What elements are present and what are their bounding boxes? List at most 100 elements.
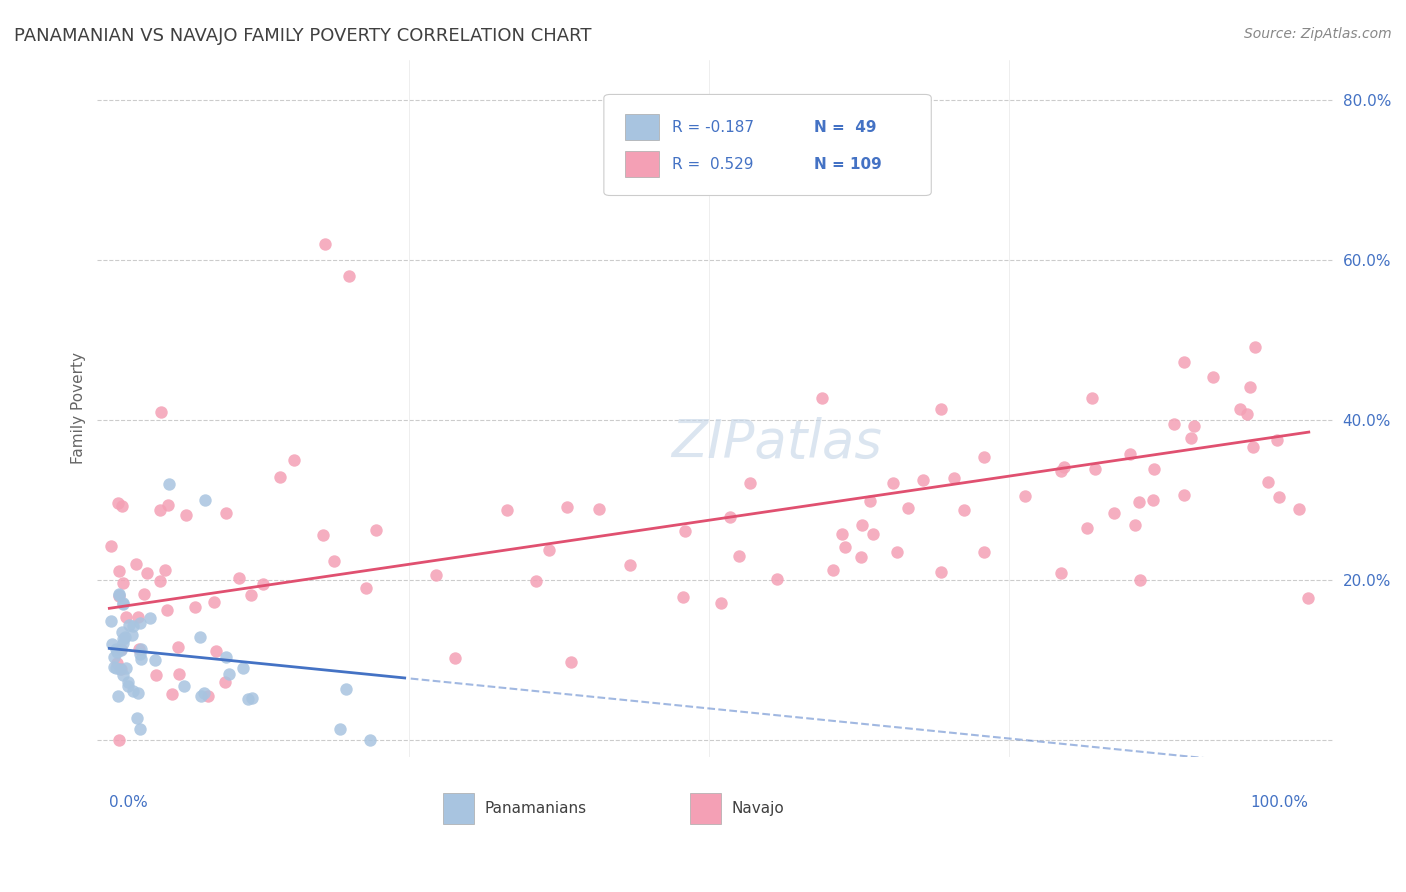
Bar: [690, 793, 721, 824]
Point: [359, 733, 381, 747]
Point: [354, 581, 377, 595]
Point: [111, 636, 134, 650]
Point: [103, 660, 125, 674]
Point: [188, 630, 211, 644]
Point: [823, 563, 845, 577]
Text: Panamanians: Panamanians: [484, 801, 586, 816]
Point: [1202, 370, 1225, 384]
Point: [117, 674, 139, 689]
Point: [149, 503, 172, 517]
Point: [166, 640, 188, 655]
Point: [314, 236, 336, 251]
Text: ZIPatlas: ZIPatlas: [672, 417, 883, 469]
Point: [117, 617, 139, 632]
Point: [149, 574, 172, 588]
Point: [214, 674, 236, 689]
Point: [105, 656, 128, 670]
Point: [107, 496, 129, 510]
Point: [108, 588, 131, 602]
Point: [929, 401, 952, 416]
Point: [1173, 355, 1195, 369]
Point: [672, 591, 695, 605]
Text: R = -0.187: R = -0.187: [672, 120, 754, 135]
Point: [1128, 495, 1150, 509]
Point: [1296, 591, 1319, 605]
Point: [176, 508, 198, 522]
Point: [111, 632, 134, 647]
Point: [110, 642, 132, 657]
Point: [943, 471, 966, 485]
Point: [145, 668, 167, 682]
Point: [1084, 462, 1107, 476]
Point: [100, 637, 122, 651]
Point: [218, 667, 240, 681]
Point: [1163, 417, 1185, 431]
Point: [108, 564, 131, 578]
Point: [560, 655, 582, 669]
Point: [104, 661, 127, 675]
Point: [425, 568, 447, 582]
Point: [337, 268, 360, 283]
Point: [1265, 433, 1288, 447]
Point: [1268, 490, 1291, 504]
Point: [444, 651, 467, 665]
Point: [1081, 391, 1104, 405]
Point: [110, 642, 132, 657]
Point: [117, 679, 139, 693]
Text: N =  49: N = 49: [814, 120, 876, 135]
Point: [588, 502, 610, 516]
Point: [131, 641, 153, 656]
Point: [202, 595, 225, 609]
Point: [108, 733, 131, 747]
Point: [1052, 460, 1074, 475]
Point: [122, 618, 145, 632]
Point: [128, 722, 150, 736]
Point: [886, 544, 908, 558]
Point: [183, 599, 205, 614]
Point: [173, 679, 195, 693]
Point: [122, 683, 145, 698]
Text: N = 109: N = 109: [814, 157, 882, 171]
Point: [366, 523, 388, 537]
Point: [619, 558, 641, 573]
Point: [538, 543, 561, 558]
Text: R =  0.529: R = 0.529: [672, 157, 754, 171]
Point: [111, 576, 134, 591]
Point: [127, 610, 149, 624]
Point: [1102, 506, 1125, 520]
Point: [114, 631, 136, 645]
Point: [107, 587, 129, 601]
Point: [157, 498, 180, 512]
Point: [973, 450, 995, 464]
Point: [710, 596, 733, 610]
Point: [236, 692, 259, 706]
Point: [128, 642, 150, 657]
Point: [108, 590, 131, 604]
Bar: [443, 793, 474, 824]
Point: [283, 453, 305, 467]
Point: [496, 503, 519, 517]
Point: [1236, 408, 1258, 422]
Point: [156, 602, 179, 616]
Point: [149, 405, 172, 419]
Point: [228, 571, 250, 585]
Point: [897, 501, 920, 516]
Text: Navajo: Navajo: [731, 801, 785, 816]
Point: [851, 549, 873, 564]
Point: [100, 614, 122, 628]
Point: [1239, 380, 1261, 394]
Point: [111, 500, 134, 514]
Point: [127, 686, 149, 700]
Point: [738, 475, 761, 490]
Point: [190, 690, 212, 704]
Point: [160, 688, 183, 702]
Point: [115, 610, 138, 624]
Point: [204, 644, 226, 658]
Bar: [624, 151, 659, 178]
Point: [557, 500, 579, 515]
Point: [1119, 447, 1142, 461]
Point: [121, 628, 143, 642]
Point: [157, 477, 180, 491]
Text: PANAMANIAN VS NAVAJO FAMILY POVERTY CORRELATION CHART: PANAMANIAN VS NAVAJO FAMILY POVERTY CORR…: [14, 27, 592, 45]
Point: [167, 667, 190, 681]
